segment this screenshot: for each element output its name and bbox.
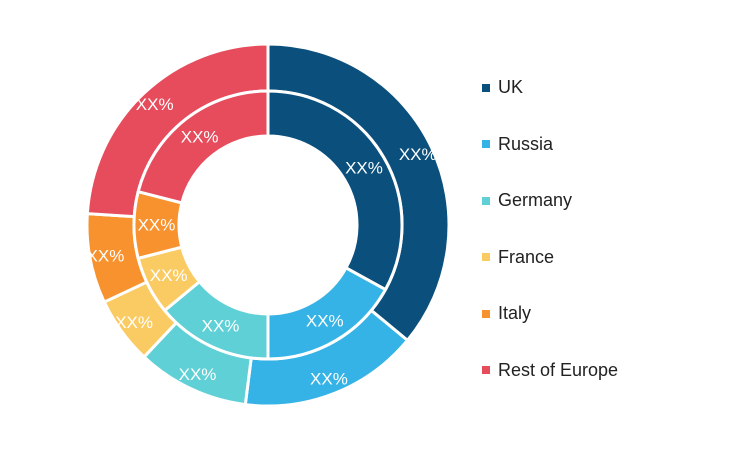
legend-label-russia: Russia — [498, 133, 554, 154]
inner-ring — [132, 89, 404, 361]
outer-label-uk: XX% — [399, 145, 437, 164]
outer-label-france: XX% — [115, 313, 153, 332]
outer-ring — [85, 42, 451, 408]
legend-swatch-uk — [482, 83, 490, 92]
inner-slice-uk — [266, 89, 404, 292]
legend-swatch-rest-of-europe — [482, 366, 490, 375]
legend-swatch-germany — [482, 196, 490, 205]
legend-item-germany: Germany — [482, 187, 722, 214]
chart-legend: UK Russia Germany France Italy Rest of E… — [482, 74, 722, 414]
legend-swatch-italy — [482, 309, 490, 318]
inner-label-uk: XX% — [345, 159, 383, 178]
outer-label-italy: XX% — [87, 247, 125, 266]
legend-item-italy: Italy — [482, 300, 722, 327]
legend-label-rest-of-europe: Rest of Europe — [498, 359, 619, 380]
legend-item-rest-of-europe: Rest of Europe — [482, 357, 722, 384]
inner-slice-rest-of-europe — [136, 89, 270, 205]
inner-label-russia: XX% — [306, 311, 344, 330]
legend-swatch-russia — [482, 140, 490, 149]
inner-label-rest-of-europe: XX% — [181, 127, 219, 146]
legend-item-russia: Russia — [482, 131, 722, 158]
legend-label-italy: Italy — [498, 303, 532, 324]
slice-labels: XX% XX% XX% XX% XX% XX% XX% XX% XX% XX% XX% XX% — [87, 95, 437, 389]
legend-item-france: France — [482, 244, 722, 271]
inner-label-italy: XX% — [138, 216, 176, 235]
inner-label-germany: XX% — [202, 316, 240, 335]
legend-swatch-france — [482, 253, 490, 262]
inner-label-france: XX% — [150, 266, 188, 285]
outer-label-rest-of-europe: XX% — [136, 95, 174, 114]
outer-label-germany: XX% — [179, 365, 217, 384]
legend-label-germany: Germany — [498, 190, 573, 211]
legend-label-france: France — [498, 246, 555, 267]
legend-item-uk: UK — [482, 74, 722, 101]
outer-label-russia: XX% — [310, 369, 348, 388]
legend-label-uk: UK — [498, 77, 524, 97]
